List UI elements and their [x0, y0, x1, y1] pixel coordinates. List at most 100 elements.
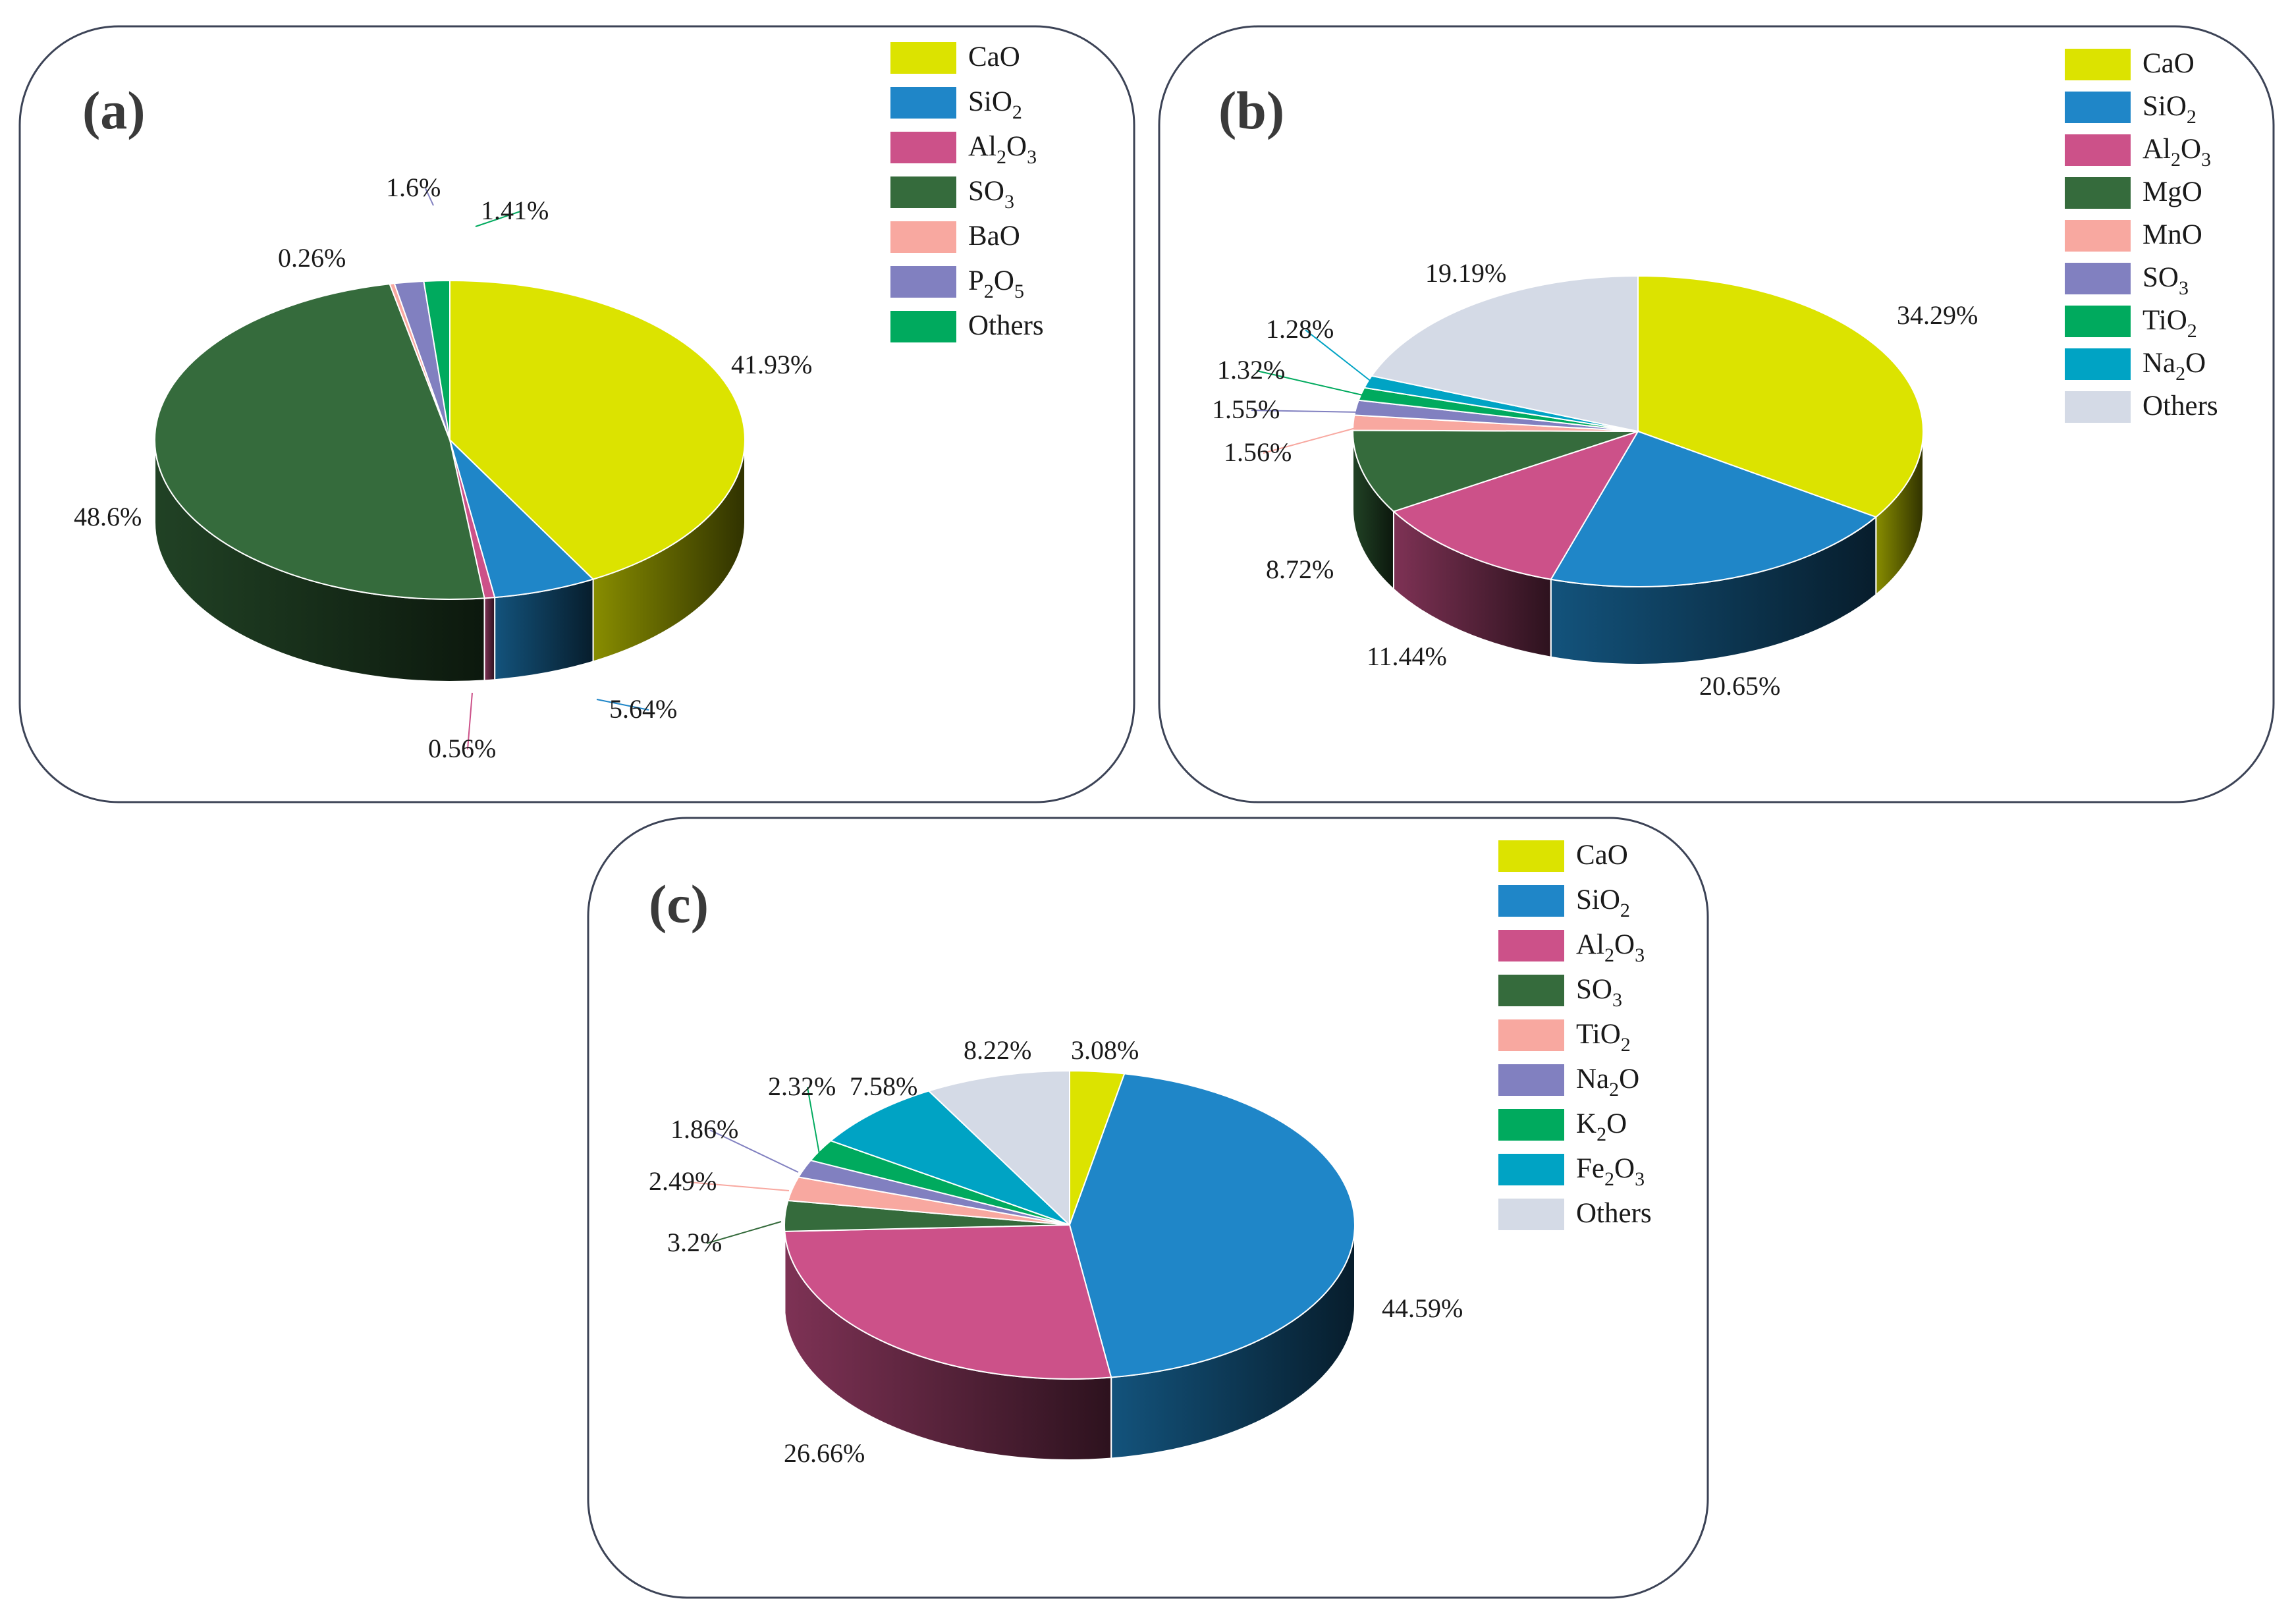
legend-item-cao: CaO	[890, 41, 1020, 74]
legend-swatch	[1498, 1154, 1564, 1185]
legend-label: Others	[1576, 1198, 1652, 1229]
legend-label: SO3	[2142, 262, 2189, 299]
pie-labels: 34.29% 20.65% 11.44% 8.72% 1.56% 1.55% 1.32% 1.…	[1212, 258, 1978, 701]
pie-slice-cao	[449, 279, 746, 580]
data-label-sio2: 5.64%	[609, 694, 677, 724]
legend-swatch	[1498, 1109, 1564, 1141]
data-label-mno: 1.56%	[1224, 437, 1292, 467]
legend-swatch	[890, 132, 956, 163]
pie-slice-others	[1370, 275, 1639, 433]
data-label-others: 19.19%	[1425, 258, 1506, 288]
legend-label: TiO2	[2142, 305, 2197, 342]
leader-line-na2o	[1305, 329, 1376, 385]
legend-label: Na2O	[2142, 348, 2206, 385]
legend-item-na2o: Na2O	[2065, 348, 2206, 385]
legend-item-al2o3: Al2O3	[2065, 134, 2211, 171]
data-label-tio2: 1.32%	[1217, 355, 1285, 385]
data-label-al2o3: 0.56%	[428, 734, 496, 763]
pie-top	[154, 279, 746, 600]
pie-slice-sio2	[1068, 1073, 1355, 1378]
legend-label: CaO	[1576, 840, 1628, 871]
pie-top	[1351, 275, 1924, 587]
legend-item-al2o3: Al2O3	[1498, 929, 1645, 966]
legend-swatch	[2065, 177, 2131, 209]
pie-top	[784, 1069, 1355, 1380]
data-label-so3: 48.6%	[74, 502, 142, 531]
panel-b: (b) 34.29% 20.65% 11.44% 8.72% 1.56% 1.55% 1.3…	[1158, 25, 2275, 803]
legend-label: Fe2O3	[1576, 1153, 1645, 1190]
legend-swatch	[2065, 220, 2131, 252]
legend-label: SO3	[1576, 974, 1622, 1011]
legend-item-mgo: MgO	[2065, 176, 2202, 209]
legend-swatch	[1498, 1064, 1564, 1096]
panel-a: (a) 41.93%5.64%0.56%48.6%0.26%1.6%1.41% …	[18, 25, 1135, 803]
legend-swatch	[890, 311, 956, 342]
legend-label: TiO2	[1576, 1019, 1631, 1056]
legend-item-tio2: TiO2	[2065, 305, 2197, 342]
pie-labels: 3.08% 44.59% 26.66% 3.2% 2.49% 1.86% 2.32% 7.58…	[649, 1035, 1463, 1468]
pie-slice-others	[423, 279, 450, 441]
pie-slice-fe2o3	[829, 1090, 1070, 1226]
pie-side-walls	[154, 439, 746, 682]
pie-slice-al2o3	[784, 1224, 1112, 1380]
pie-slice-al2o3	[1392, 430, 1640, 580]
legend-item-so3: SO3	[890, 176, 1014, 213]
leader-line-others	[475, 211, 521, 227]
leader-line-na2o	[709, 1129, 799, 1173]
legend-swatch	[890, 266, 956, 298]
legend-label: P2O5	[968, 265, 1024, 302]
legend-item-p2o5: P2O5	[890, 265, 1024, 302]
legend-swatch	[2065, 306, 2131, 337]
legend-item-k2o: K2O	[1498, 1108, 1627, 1145]
pie-slice-sio2	[1550, 430, 1878, 587]
leader-line-k2o	[807, 1087, 820, 1154]
legend-item-na2o: Na2O	[1498, 1064, 1639, 1100]
legend-label: K2O	[1576, 1108, 1627, 1145]
data-label-bao: 0.26%	[278, 243, 346, 273]
legend-item-tio2: TiO2	[1498, 1019, 1631, 1056]
leader-line-al2o3	[467, 692, 473, 750]
legend-item-others: Others	[1498, 1198, 1652, 1230]
data-label-na2o: 1.86%	[670, 1114, 738, 1144]
data-label-al2o3: 26.66%	[784, 1438, 865, 1468]
data-label-others: 8.22%	[964, 1035, 1031, 1065]
data-label-cao: 41.93%	[731, 350, 812, 379]
data-label-fe2o3: 7.58%	[850, 1071, 917, 1101]
legend-swatch	[1498, 930, 1564, 961]
legend-label: SiO2	[2142, 91, 2196, 128]
data-label-cao: 3.08%	[1071, 1035, 1139, 1065]
data-label-sio2: 20.65%	[1699, 671, 1780, 701]
data-label-na2o: 1.28%	[1266, 314, 1334, 344]
leader-line-tio2	[1256, 370, 1372, 398]
data-label-others: 1.41%	[481, 196, 549, 225]
legend-item-cao: CaO	[1498, 840, 1628, 872]
legend-item-sio2: SiO2	[2065, 91, 2196, 128]
legend-swatch	[1498, 840, 1564, 872]
legend-label: BaO	[968, 221, 1020, 252]
legend-swatch	[2065, 263, 2131, 294]
data-label-k2o: 2.32%	[768, 1071, 836, 1101]
legend-item-al2o3: Al2O3	[890, 131, 1037, 168]
legend-a: CaO SiO2 Al2O3 SO3 BaO P2O5 Others	[890, 41, 1044, 342]
pie-chart-b: 34.29% 20.65% 11.44% 8.72% 1.56% 1.55% 1.32% 1.…	[1212, 258, 1978, 701]
legend-c: CaO SiO2 Al2O3 SO3 TiO2 Na2O K2O Fe2O3 Others	[1498, 840, 1652, 1230]
legend-label: MnO	[2142, 219, 2202, 250]
pie-slice-so3	[154, 283, 485, 600]
leader-line-so3	[706, 1221, 782, 1244]
data-label-cao: 34.29%	[1897, 300, 1978, 330]
legend-item-cao: CaO	[2065, 48, 2195, 80]
leader-line-so3	[1251, 410, 1364, 413]
panel-c: (c) 3.08% 44.59% 26.66% 3.2% 2.49% 1.86% 2.32%…	[587, 817, 1709, 1599]
legend-item-others: Others	[2065, 391, 2218, 423]
pie-chart-a: 41.93% 5.64% 0.56% 48.6% 0.26% 1.6% 1.41%	[74, 173, 812, 763]
pie-chart-c: 3.08% 44.59% 26.66% 3.2% 2.49% 1.86% 2.32% 7.58…	[649, 1035, 1463, 1468]
legend-item-so3: SO3	[2065, 262, 2189, 299]
legend-swatch	[890, 221, 956, 253]
data-label-p2o5: 1.6%	[386, 173, 441, 202]
legend-label: MgO	[2142, 176, 2202, 207]
panel-a-label: (a)	[82, 80, 146, 140]
legend-swatch	[890, 42, 956, 74]
legend-swatch	[890, 87, 956, 119]
legend-label: Others	[968, 310, 1044, 341]
